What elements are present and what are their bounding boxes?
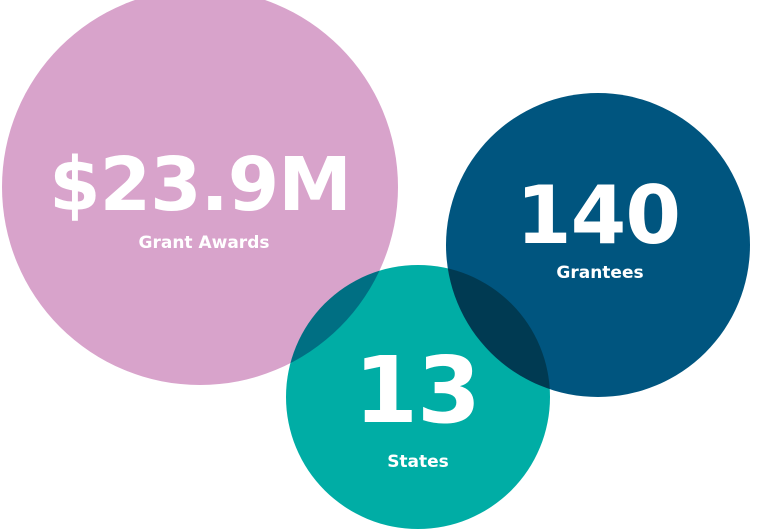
- stat-value: 13: [354, 337, 480, 444]
- stat-value: 140: [516, 169, 680, 262]
- pink-circle: [2, 0, 398, 385]
- stat-label: States: [387, 452, 449, 472]
- teal-circle: [286, 265, 550, 529]
- stat-label: Grantees: [556, 263, 643, 283]
- stat-label: Grant Awards: [139, 233, 270, 253]
- stat-value: $23.9M: [49, 142, 351, 228]
